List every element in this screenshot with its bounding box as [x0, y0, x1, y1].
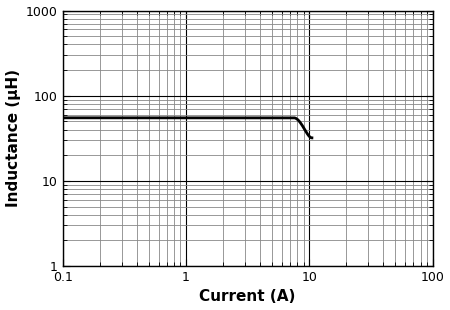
Y-axis label: Inductance (μH): Inductance (μH): [5, 69, 21, 207]
X-axis label: Current (A): Current (A): [199, 290, 296, 304]
